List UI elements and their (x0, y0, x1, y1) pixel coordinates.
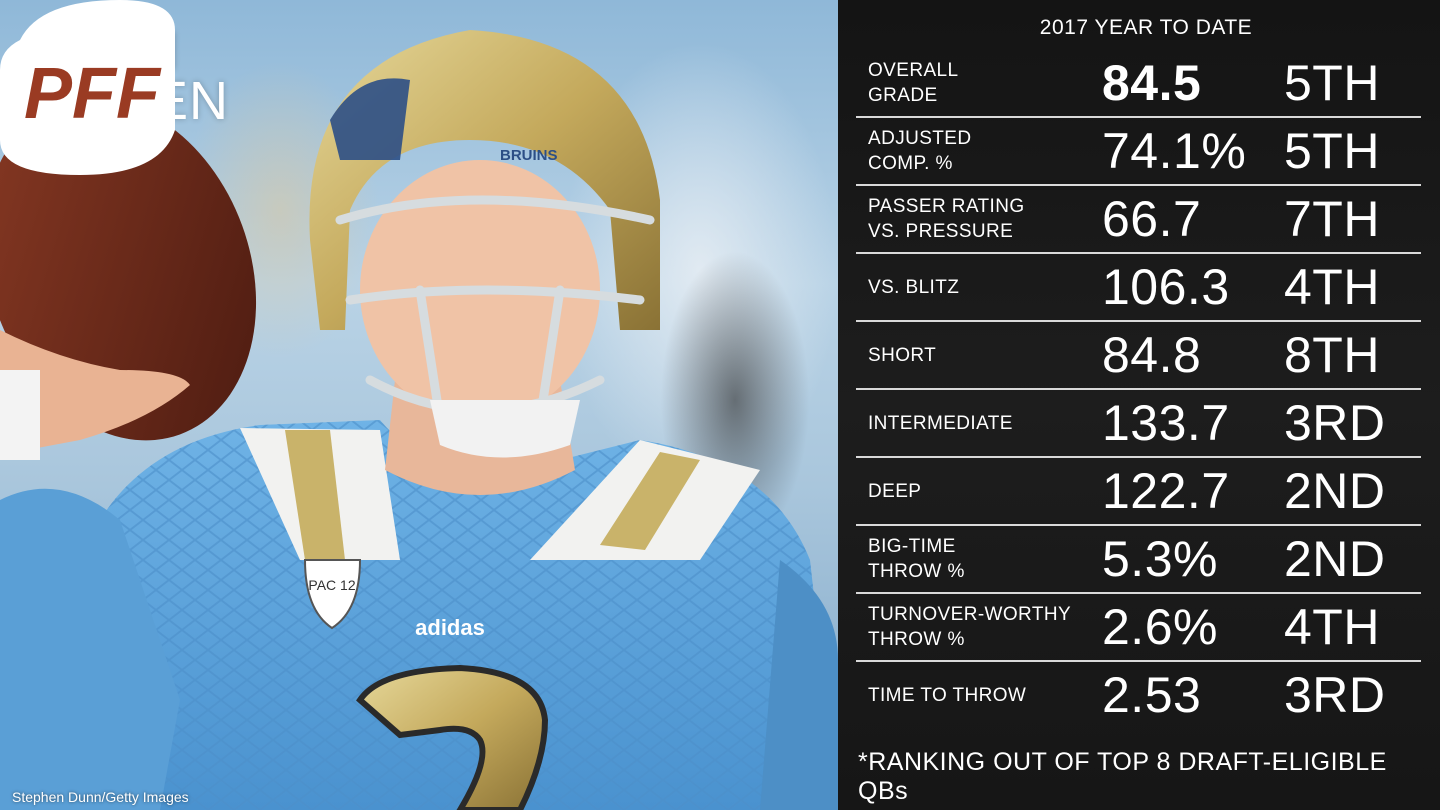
helmet-text: BRUINS (500, 147, 558, 164)
stat-label: ADJUSTED COMP. % (868, 128, 972, 174)
stat-label: OVERALL GRADE (868, 60, 959, 106)
stat-rank: 4TH (1284, 259, 1380, 315)
stat-label: DEEP (868, 480, 922, 502)
conference-badge-text: PAC 12 (308, 577, 355, 593)
stat-value: 106.3 (1102, 259, 1230, 315)
stat-row-deep: DEEP 122.7 2ND (856, 458, 1421, 526)
stat-value: 84.8 (1102, 327, 1202, 383)
ranking-footnote: *RANKING OUT OF TOP 8 DRAFT-ELIGIBLE QBs (858, 748, 1387, 805)
brand-text: adidas (415, 615, 485, 640)
stat-label: INTERMEDIATE (868, 412, 1013, 434)
stat-value: 133.7 (1102, 395, 1230, 451)
stat-value: 122.7 (1102, 463, 1230, 519)
stat-label: TURNOVER-WORTHY THROW % (868, 604, 1072, 650)
player-photo: BRUINS PAC 12 adidas JOSH ROSEN PFF Step… (0, 0, 838, 810)
stat-row-passer-rating-pressure: PASSER RATING VS. PRESSURE 66.7 7TH (856, 186, 1421, 254)
stat-label: VS. BLITZ (868, 276, 960, 298)
stat-row-time-to-throw: TIME TO THROW 2.53 3RD (856, 662, 1421, 728)
stat-value: 84.5 (1102, 55, 1202, 111)
stat-row-intermediate: INTERMEDIATE 133.7 3RD (856, 390, 1421, 458)
pff-logo-text: PFF (24, 54, 162, 134)
stat-value: 5.3% (1102, 531, 1218, 587)
pff-logo: PFF (0, 0, 175, 175)
stat-row-vs-blitz: VS. BLITZ 106.3 4TH (856, 254, 1421, 322)
stat-label: SHORT (868, 344, 937, 366)
stat-value: 74.1% (1102, 123, 1247, 179)
stat-row-adjusted-comp: ADJUSTED COMP. % 74.1% 5TH (856, 118, 1421, 186)
player-illustration: BRUINS PAC 12 adidas (0, 30, 838, 810)
stat-row-short: SHORT 84.8 8TH (856, 322, 1421, 390)
stat-value: 2.53 (1102, 667, 1202, 723)
stat-row-turnover-worthy: TURNOVER-WORTHY THROW % 2.6% 4TH (856, 594, 1421, 662)
stat-value: 66.7 (1102, 191, 1202, 247)
stat-label: PASSER RATING VS. PRESSURE (868, 196, 1025, 242)
stat-rank: 5TH (1284, 55, 1380, 111)
panel-title: 2017 YEAR TO DATE (1039, 16, 1253, 39)
stat-rank: 3RD (1284, 395, 1386, 451)
stat-rank: 5TH (1284, 123, 1380, 179)
stat-rank: 2ND (1284, 463, 1386, 519)
stat-rank: 3RD (1284, 667, 1386, 723)
stat-row-overall-grade: OVERALL GRADE 84.5 5TH (856, 50, 1421, 118)
stat-rank: 2ND (1284, 531, 1386, 587)
stat-label: BIG-TIME THROW % (868, 536, 965, 582)
stat-row-big-time-throw: BIG-TIME THROW % 5.3% 2ND (856, 526, 1421, 594)
stat-value: 2.6% (1102, 599, 1218, 655)
stats-panel: 2017 YEAR TO DATE OVERALL GRADE 84.5 5TH… (838, 0, 1440, 810)
stats-table: OVERALL GRADE 84.5 5TH ADJUSTED COMP. % … (856, 50, 1421, 728)
stat-label: TIME TO THROW (868, 684, 1027, 706)
photo-credit: Stephen Dunn/Getty Images (12, 789, 189, 805)
stat-rank: 8TH (1284, 327, 1380, 383)
stat-rank: 4TH (1284, 599, 1380, 655)
stat-rank: 7TH (1284, 191, 1380, 247)
